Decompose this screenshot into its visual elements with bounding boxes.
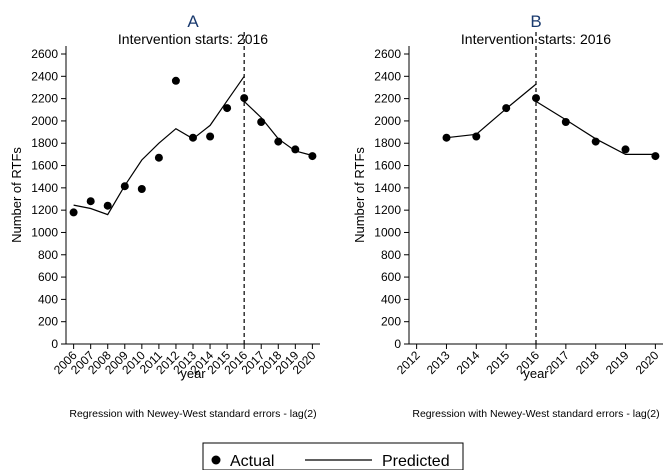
y-tick-label: 2400 [374, 69, 401, 83]
y-tick-label: 2000 [31, 114, 58, 128]
predicted-line-segment [535, 100, 656, 155]
footnote: Regression with Newey-West standard erro… [412, 408, 659, 420]
actual-point [472, 132, 481, 141]
actual-point [240, 94, 249, 103]
actual-point [502, 104, 511, 113]
actual-point [257, 118, 266, 126]
y-tick-label: 2600 [31, 47, 58, 61]
y-tick-label: 1000 [374, 225, 401, 239]
actual-point [561, 118, 570, 126]
actual-point [591, 137, 600, 146]
y-axis-label: Number of RTFs [352, 147, 367, 243]
y-tick-label: 2200 [31, 92, 58, 106]
y-tick-label: 1600 [374, 159, 401, 173]
y-tick-label: 2400 [31, 69, 58, 83]
y-tick-label: 600 [38, 270, 58, 284]
y-tick-label: 1200 [31, 203, 58, 217]
y-tick-label: 1400 [31, 181, 58, 195]
actual-point [532, 94, 540, 103]
predicted-line-segment [446, 83, 537, 139]
actual-point [171, 76, 180, 85]
y-tick-label: 0 [394, 337, 401, 351]
legend-predicted-label: Predicted [382, 453, 450, 470]
y-tick-label: 2200 [374, 92, 401, 106]
actual-point [442, 133, 451, 142]
legend: Actual Predicted [202, 442, 464, 470]
actual-point [621, 145, 630, 154]
y-tick-label: 1000 [31, 225, 58, 239]
y-tick-label: 0 [51, 337, 58, 351]
actual-point [103, 201, 112, 210]
actual-point [206, 132, 215, 141]
y-tick-label: 400 [38, 292, 58, 306]
y-tick-label: 800 [381, 248, 401, 262]
y-tick-label: 600 [381, 270, 401, 284]
y-tick-label: 1400 [374, 181, 401, 195]
panel-title: B [530, 12, 541, 31]
y-tick-label: 1800 [31, 136, 58, 150]
x-tick-label: 2012 [394, 348, 423, 377]
legend-actual-label: Actual [230, 453, 274, 470]
x-axis-label: year [180, 366, 206, 381]
x-tick-label: 2018 [573, 348, 602, 377]
x-tick-label: 2019 [603, 348, 632, 377]
actual-point [189, 133, 197, 142]
actual-point [69, 208, 78, 217]
x-tick-label: 2020 [633, 348, 662, 377]
footnote: Regression with Newey-West standard erro… [69, 408, 316, 420]
y-tick-label: 400 [381, 292, 401, 306]
y-tick-label: 2000 [374, 114, 401, 128]
y-tick-label: 200 [38, 315, 58, 329]
actual-point [291, 145, 300, 154]
y-tick-label: 200 [381, 315, 401, 329]
x-tick-label: 2014 [454, 348, 483, 377]
y-tick-label: 800 [38, 248, 58, 262]
legend-box [202, 442, 464, 470]
actual-point [154, 153, 163, 162]
panel-title: A [187, 12, 199, 31]
actual-point [137, 185, 146, 193]
actual-point [86, 197, 95, 206]
panel-subtitle: Intervention starts: 2016 [118, 31, 268, 47]
y-tick-label: 1600 [31, 159, 58, 173]
y-axis-label: Number of RTFs [9, 147, 24, 243]
x-tick-label: 2013 [424, 348, 453, 377]
predicted-line-segment [73, 75, 245, 216]
y-tick-label: 2600 [374, 47, 401, 61]
actual-point [651, 152, 660, 161]
predicted-line-segment [243, 100, 313, 157]
x-tick-label: 2015 [483, 348, 512, 377]
legend-actual-marker [211, 455, 221, 465]
actual-point [223, 104, 232, 113]
actual-point [308, 152, 317, 161]
y-tick-label: 1200 [374, 203, 401, 217]
x-axis-label: year [523, 366, 549, 381]
y-tick-label: 1800 [374, 136, 401, 150]
actual-point [120, 182, 129, 191]
actual-point [274, 137, 283, 146]
